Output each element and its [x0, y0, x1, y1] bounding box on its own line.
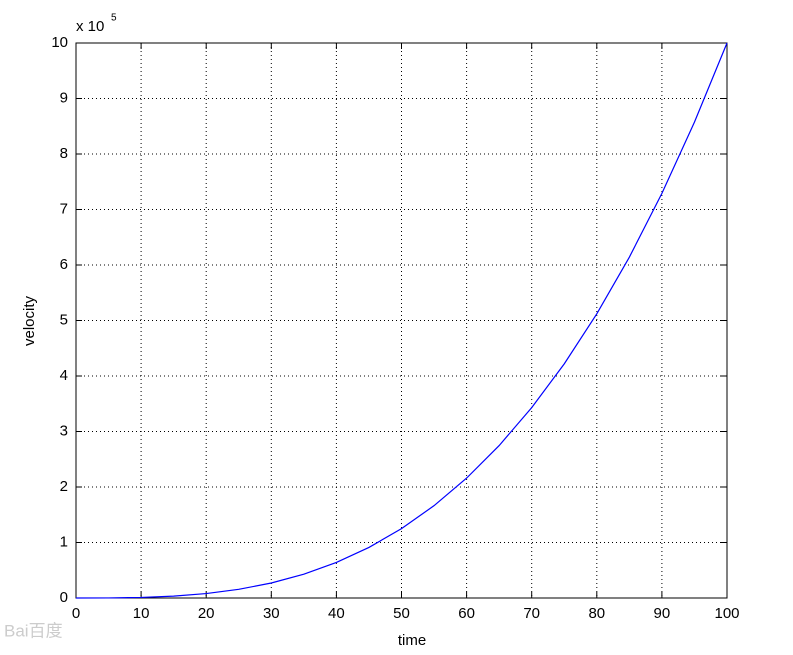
y-tick-label: 1 [60, 533, 68, 550]
x-tick-label: 10 [133, 605, 150, 622]
plot-area [76, 43, 727, 598]
y-tick-label: 10 [51, 34, 68, 51]
y-tick-label: 8 [60, 145, 68, 162]
x-tick-label: 90 [654, 605, 671, 622]
x-tick-label: 60 [458, 605, 475, 622]
y-axis-label: velocity [21, 295, 38, 346]
x-tick-label: 0 [72, 605, 80, 622]
y-tick-label: 7 [60, 200, 68, 217]
x-tick-label: 80 [588, 605, 605, 622]
x-tick-label: 70 [523, 605, 540, 622]
y-tick-label: 4 [60, 367, 68, 384]
y-tick-label: 9 [60, 89, 68, 106]
y-tick-label: 3 [60, 422, 68, 439]
y-multiplier-exponent: 5 [111, 13, 117, 24]
line-series [75, 42, 728, 599]
x-tick-label: 100 [714, 605, 739, 622]
x-tick-label: 50 [393, 605, 410, 622]
x-tick-label: 40 [328, 605, 345, 622]
y-tick-label: 5 [60, 311, 68, 328]
y-tick-label: 6 [60, 256, 68, 273]
watermark: Bai百度 [4, 621, 63, 640]
x-tick-label: 20 [198, 605, 215, 622]
plot-frame [75, 42, 728, 599]
y-tick-label: 2 [60, 478, 68, 495]
x-tick-label: 30 [263, 605, 280, 622]
x-axis-label: time [398, 632, 426, 649]
y-multiplier: x 10 [76, 18, 104, 35]
y-tick-label: 0 [60, 589, 68, 606]
